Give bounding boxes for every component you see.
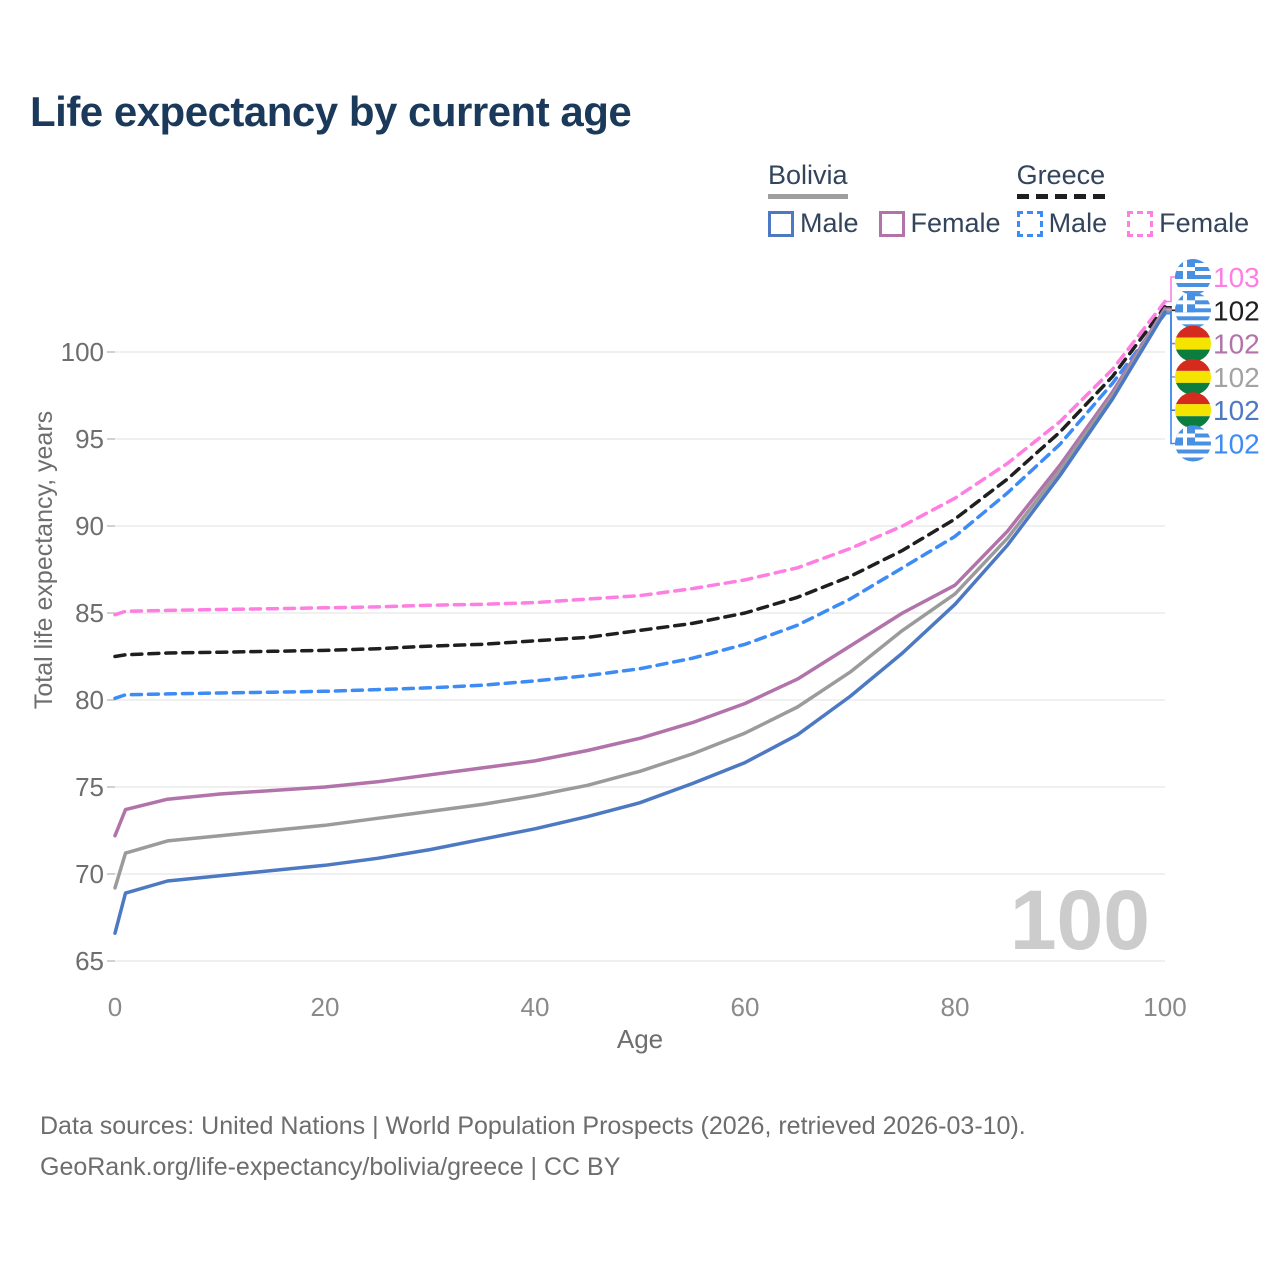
legend-country-label: Greece	[1016, 160, 1106, 190]
data-source-note: Data sources: United Nations | World Pop…	[40, 1106, 1026, 1187]
flag-clip-group	[1175, 358, 1211, 395]
series-lines	[113, 299, 1167, 935]
series-line-bolivia-both	[113, 308, 1167, 890]
legend-item-greece-male[interactable]: Male	[1016, 208, 1108, 239]
legend-country-greece-toggle[interactable]: Greece	[1016, 160, 1106, 199]
series-line-bolivia-male	[113, 310, 1167, 935]
flag-stripe	[1175, 382, 1211, 395]
legend-item-bolivia-male[interactable]: Male	[768, 208, 859, 239]
flag-icon-bolivia	[1175, 358, 1211, 395]
legend-item-greece-female[interactable]: Female	[1127, 208, 1249, 239]
flag-stripe	[1175, 392, 1211, 405]
legend-item-label: Female	[1159, 208, 1250, 238]
gridlines	[107, 351, 1165, 962]
flag-stripe	[1175, 325, 1211, 338]
flag-clip-group	[1175, 325, 1211, 362]
bolivia-average-line-swatch	[768, 194, 848, 199]
legend-country-bolivia-toggle[interactable]: Bolivia	[768, 160, 848, 199]
y-tick-label: 75	[75, 772, 104, 802]
flag-clip-group	[1175, 292, 1211, 329]
axis-labels: 65 70 75 80 85 90 95 100 0 20 40 60 80 100 Age Total li…	[30, 337, 1187, 1054]
flag-cross	[1175, 267, 1195, 271]
end-label-value: 102	[1213, 395, 1260, 426]
page-title: Life expectancy by current age	[30, 88, 632, 135]
flag-icon-bolivia	[1175, 392, 1211, 429]
bolivia-male-swatch	[768, 210, 794, 237]
y-tick-label: 95	[75, 424, 104, 454]
legend-group-bolivia: Bolivia Male Female	[768, 160, 1001, 239]
source-line-2: GeoRank.org/life-expectancy/bolivia/gree…	[40, 1152, 621, 1181]
x-tick-label: 20	[311, 992, 340, 1022]
flag-icon-bolivia	[1175, 325, 1211, 362]
legend-item-label: Male	[1048, 208, 1108, 238]
leader-line	[1166, 312, 1175, 445]
end-label-value: 102	[1213, 429, 1260, 460]
flag-stripe	[1175, 349, 1211, 362]
y-axis-title: Total life expectancy, years	[30, 411, 58, 709]
flag-icon-greece	[1175, 292, 1211, 329]
legend-country-label: Bolivia	[768, 160, 848, 190]
x-tick-label: 80	[941, 992, 970, 1022]
legend-group-greece: Greece Male Female	[1016, 160, 1249, 239]
chart-svg: 100 65 70 75 80 85 90 95 100 0 20 40 60 80 100 Age Tota…	[30, 259, 1260, 1054]
flag-stripe	[1175, 457, 1211, 462]
leader-line	[1166, 276, 1175, 303]
legend: Bolivia Male Female Greece Male	[768, 160, 1249, 239]
series-line-greece-female	[113, 299, 1167, 617]
greece-male-swatch	[1016, 210, 1043, 237]
flag-cross	[1175, 300, 1195, 305]
x-tick-label: 100	[1143, 992, 1186, 1022]
current-age-watermark: 100	[1010, 873, 1150, 967]
flag-stripe	[1175, 358, 1211, 371]
y-tick-label: 90	[75, 511, 104, 541]
y-tick-label: 80	[75, 685, 104, 715]
legend-items-greece: Male Female	[1016, 208, 1249, 239]
flag-stripe	[1175, 316, 1211, 321]
flag-stripe	[1175, 416, 1211, 429]
x-axis-title: Age	[617, 1024, 663, 1054]
series-line-bolivia-female	[113, 306, 1167, 838]
flag-icon-greece	[1175, 259, 1211, 295]
flag-clip-group	[1175, 392, 1211, 429]
x-tick-label: 60	[731, 992, 760, 1022]
end-label-value: 102	[1213, 295, 1260, 326]
flag-cross	[1175, 433, 1195, 438]
legend-item-label: Male	[800, 208, 859, 238]
flag-clip-group	[1175, 425, 1211, 462]
flag-stripe	[1175, 404, 1211, 417]
legend-item-label: Female	[910, 208, 1001, 238]
flag-stripe	[1175, 283, 1211, 287]
flag-icon-greece	[1175, 425, 1211, 462]
flag-stripe	[1175, 370, 1211, 383]
end-label-value: 103	[1213, 262, 1260, 293]
y-tick-label: 65	[75, 946, 104, 976]
y-tick-label: 100	[61, 337, 104, 367]
series-line-greece-both	[113, 305, 1167, 659]
legend-item-bolivia-female[interactable]: Female	[878, 208, 1001, 239]
greece-female-swatch	[1127, 210, 1154, 237]
y-tick-label: 85	[75, 598, 104, 628]
bolivia-female-swatch	[878, 210, 905, 237]
watermark-text: 100	[1010, 873, 1150, 967]
x-tick-label: 0	[108, 992, 122, 1022]
legend-items-bolivia: Male Female	[768, 208, 1001, 239]
y-tick-label: 70	[75, 859, 104, 889]
flag-stripe	[1175, 337, 1211, 350]
series-line-greece-male	[113, 311, 1167, 701]
flag-clip-group	[1175, 259, 1211, 295]
greece-average-line-swatch	[1016, 194, 1106, 199]
end-label-value: 102	[1213, 329, 1260, 360]
x-tick-label: 40	[521, 992, 550, 1022]
end-label-value: 102	[1213, 362, 1260, 393]
source-line-1: Data sources: United Nations | World Pop…	[40, 1112, 1026, 1140]
flag-stripe	[1175, 449, 1211, 454]
